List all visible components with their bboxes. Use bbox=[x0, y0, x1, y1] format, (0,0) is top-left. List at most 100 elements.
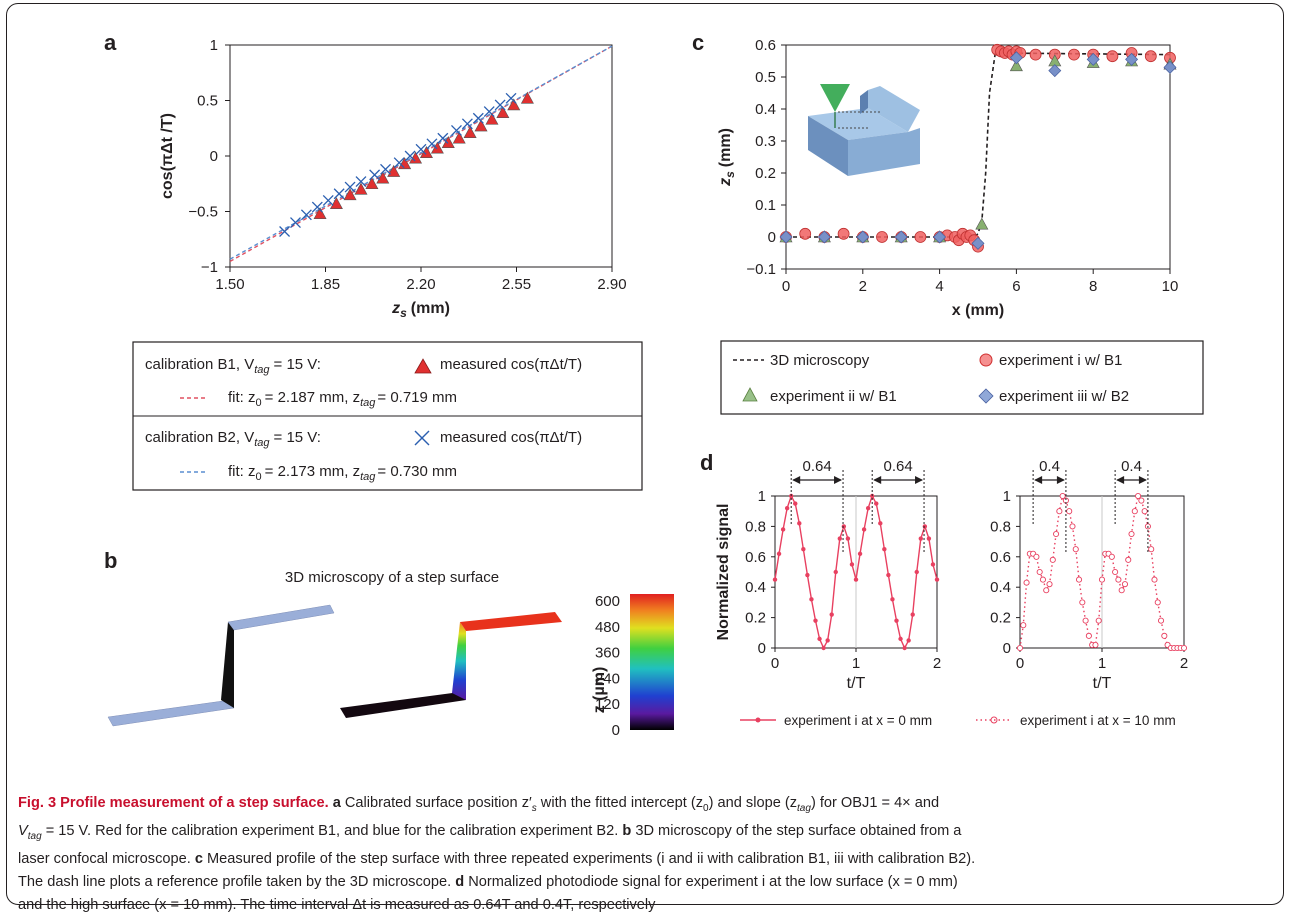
x-tick-label-d-left: 2 bbox=[933, 655, 941, 672]
caption-b-label: b bbox=[622, 822, 632, 839]
signal-point-d-left bbox=[776, 551, 782, 556]
signal-point-d-left bbox=[829, 612, 834, 617]
data-point-calibration-b2 bbox=[404, 150, 416, 162]
data-point-experiment-iii-w-b2 bbox=[971, 236, 985, 250]
signal-point-d-right bbox=[1148, 546, 1155, 553]
signal-point-d-right bbox=[1033, 553, 1040, 560]
data-point-calibration-b2 bbox=[344, 181, 356, 193]
data-point-calibration-b1 bbox=[441, 136, 455, 148]
caption-c-label: c bbox=[194, 850, 203, 867]
data-point-calibration-b1 bbox=[430, 141, 444, 154]
panel-c-inset bbox=[808, 84, 920, 176]
signal-point-d-right bbox=[1053, 530, 1060, 538]
step-surface-gray bbox=[107, 604, 335, 727]
data-point-calibration-b2-b bbox=[344, 181, 356, 193]
x-axis-label-a: zs (mm) bbox=[391, 300, 450, 320]
colorbar bbox=[630, 594, 674, 730]
signal-point-d-left bbox=[817, 636, 822, 642]
data-point-calibration-b2-b bbox=[311, 201, 323, 213]
y-axis-label-d-left: Normalized signal bbox=[715, 504, 732, 641]
caption-d-label: d bbox=[455, 873, 465, 890]
signal-point-d-right bbox=[1069, 523, 1076, 530]
caption-line3: laser confocal microscope. bbox=[18, 850, 195, 867]
signal-point-d-right bbox=[1161, 632, 1168, 639]
signal-point-d-right bbox=[1157, 617, 1165, 624]
panel-d-right-chart: 0 1 2 1 0.8 0.6 0.4 0.2 0 t/T 0.4 0.4 bbox=[990, 458, 1188, 692]
data-point-calibration-b1 bbox=[463, 126, 477, 138]
colorbar-tick-label: 600 bbox=[595, 593, 620, 610]
x-tick-label-a: 2.90 bbox=[597, 276, 626, 293]
data-point-experiment-iii-w-b2 bbox=[1009, 51, 1023, 65]
data-point-calibration-b2-b bbox=[369, 169, 381, 181]
figure-caption: Fig. 3 Profile measurement of a step sur… bbox=[18, 792, 1273, 917]
data-point-experiment-i-w-b1 bbox=[837, 227, 850, 240]
data-point-experiment-iii-w-b2 bbox=[894, 230, 908, 244]
signal-point-d-left bbox=[821, 645, 826, 651]
colorbar-ticks: 600 480 360 240 120 0 bbox=[595, 593, 620, 739]
data-point-calibration-b1 bbox=[452, 131, 466, 144]
signal-point-d-right bbox=[1125, 556, 1132, 563]
signal-point-d-left bbox=[922, 524, 928, 529]
signal-point-d-left bbox=[780, 527, 786, 532]
interval-label-d-left: 0.64 bbox=[884, 458, 913, 475]
data-point-calibration-b2-b bbox=[333, 188, 345, 200]
x-tick-label-a: 2.55 bbox=[502, 276, 531, 293]
data-point-experiment-ii-w-b1 bbox=[1009, 59, 1023, 72]
data-point-calibration-b2 bbox=[483, 106, 495, 118]
y-tick-label-d-left: 0.4 bbox=[745, 579, 766, 596]
legend-c-exp3-marker bbox=[978, 388, 994, 404]
signal-point-d-left bbox=[801, 547, 806, 552]
data-point-calibration-b1 bbox=[520, 91, 534, 104]
data-point-calibration-b2-b bbox=[437, 132, 449, 144]
y-tick-label-d-right: 0 bbox=[1003, 640, 1011, 657]
panel-d-left-chart: 0 1 2 1 0.8 0.6 0.4 0.2 0 t/T Normalized signal 0.6… bbox=[715, 458, 941, 692]
data-point-calibration-b1 bbox=[329, 197, 343, 210]
legend-b2-marker bbox=[414, 430, 430, 446]
y-tick-label-d-left: 0.8 bbox=[745, 518, 766, 535]
signal-point-d-right bbox=[1039, 576, 1047, 583]
data-point-calibration-b2 bbox=[380, 163, 391, 175]
legend-b2-header: calibration B2, Vtag = 15 V: bbox=[145, 429, 321, 449]
data-point-calibration-b2-b bbox=[380, 163, 391, 175]
signal-point-d-right bbox=[1154, 599, 1161, 606]
interval-arrowhead-d-right bbox=[1138, 476, 1147, 484]
signal-point-d-right bbox=[1098, 576, 1106, 583]
signal-point-d-right bbox=[1128, 530, 1135, 538]
signal-point-d-left bbox=[809, 597, 814, 602]
x-tick-label-d-left: 1 bbox=[852, 655, 860, 672]
signal-point-d-right bbox=[1079, 599, 1086, 606]
legend-c-exp3: experiment iii w/ B2 bbox=[999, 388, 1129, 405]
legend-d: experiment i at x = 0 mm experiment i at… bbox=[740, 713, 1176, 728]
colorbar-tick-label: 120 bbox=[595, 696, 620, 713]
signal-point-d-left bbox=[910, 612, 915, 617]
data-point-calibration-b2 bbox=[451, 125, 462, 136]
data-point-calibration-b1 bbox=[343, 188, 357, 201]
data-point-calibration-b2-b bbox=[483, 106, 495, 118]
caption-b-text: 3D microscopy of the step surface obtain… bbox=[631, 822, 962, 839]
x-tick-label-a: 1.50 bbox=[215, 276, 244, 293]
y-axis-label-a: cos(πΔt /T) bbox=[159, 113, 176, 199]
signal-point-d-right bbox=[1180, 644, 1188, 652]
colorbar-tick-label: 480 bbox=[595, 619, 620, 636]
data-point-calibration-b2 bbox=[393, 157, 405, 169]
x-tick-label-c: 10 bbox=[1162, 278, 1179, 295]
x-tick-label-d-right: 0 bbox=[1016, 655, 1024, 672]
data-point-calibration-b1 bbox=[474, 119, 488, 132]
data-point-calibration-b2-b bbox=[355, 176, 367, 187]
signal-point-d-right bbox=[1049, 556, 1056, 563]
interval-arrowhead-d-left bbox=[792, 476, 801, 484]
y-tick-label-c: 0.4 bbox=[755, 101, 776, 118]
signal-point-d-left bbox=[934, 577, 940, 582]
step-surface-color bbox=[340, 612, 562, 718]
signal-point-d-left bbox=[902, 645, 907, 651]
legend-c-ref: 3D microscopy bbox=[770, 352, 870, 369]
signal-point-d-left bbox=[886, 572, 891, 578]
x-tick-label-a: 2.20 bbox=[406, 276, 435, 293]
signal-point-d-left bbox=[926, 536, 932, 541]
x-axis-label-d-left: t/T bbox=[847, 675, 866, 692]
y-tick-label-d-left: 0.6 bbox=[745, 549, 766, 566]
signal-point-d-right bbox=[1043, 587, 1050, 594]
data-point-experiment-iii-w-b2 bbox=[1163, 60, 1177, 74]
signal-point-d-right bbox=[1020, 622, 1027, 629]
